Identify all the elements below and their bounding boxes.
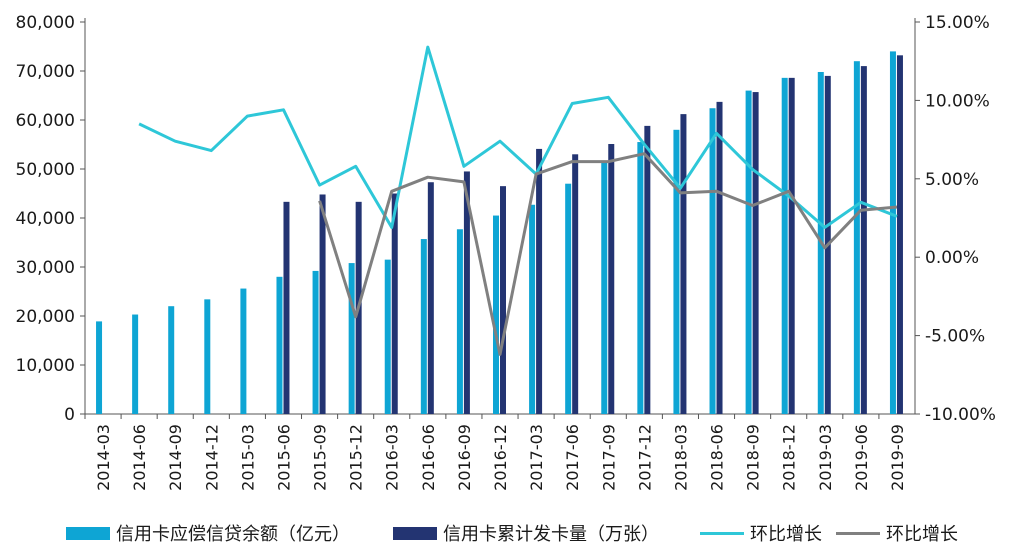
legend-item-balance: 信用卡应偿信贷余额（亿元）: [66, 518, 350, 548]
x-tick-label: 2017-06: [563, 424, 582, 491]
bar-cards: [752, 92, 759, 414]
right-tick-label: 5.00%: [925, 170, 979, 190]
bar-cards: [716, 101, 723, 415]
bar-balance: [745, 90, 752, 414]
left-tick-label: 80,000: [16, 13, 75, 33]
legend-line-growth-cyan: [700, 531, 744, 535]
bar-balance: [853, 61, 860, 414]
x-tick-label: 2019-06: [852, 424, 871, 491]
right-tick-label: 15.00%: [925, 13, 990, 33]
bar-cards: [608, 144, 615, 414]
bar-balance: [96, 321, 103, 414]
bar-cards: [283, 201, 290, 414]
x-tick-label: 2015-06: [274, 424, 293, 491]
legend-label-balance: 信用卡应偿信贷余额（亿元）: [116, 524, 350, 545]
bar-cards: [644, 125, 651, 414]
bar-balance: [565, 183, 572, 414]
left-tick-label: 50,000: [16, 160, 75, 180]
bar-balance: [168, 306, 175, 414]
x-tick-label: 2019-03: [816, 424, 835, 491]
legend-label-growth-gray: 环比增长: [886, 524, 958, 545]
chart-labels: 0 10,000 20,000 30,000 40,000 50,000 60,000 70,…: [16, 13, 996, 491]
chart-bars: [96, 51, 903, 415]
right-tick-label: 0.00%: [925, 248, 979, 268]
left-tick-label: 10,000: [16, 356, 75, 376]
x-tick-label: 2017-03: [527, 424, 546, 491]
x-tick-label: 2016-09: [455, 424, 474, 491]
bar-balance: [132, 314, 139, 414]
left-tick-label: 40,000: [16, 209, 75, 229]
x-tick-label: 2014-06: [130, 424, 149, 491]
bar-balance: [276, 276, 283, 414]
bar-balance: [384, 259, 391, 414]
chart-legend: 信用卡应偿信贷余额（亿元） 信用卡累计发卡量（万张） 环比增长 环比增长: [0, 518, 1021, 548]
x-tick-label: 2019-09: [888, 424, 907, 491]
bar-cards: [896, 55, 903, 414]
bar-balance: [709, 108, 716, 415]
bar-cards: [788, 77, 795, 415]
line-growth-cyan: [138, 45, 898, 229]
legend-swatch-cards: [393, 526, 437, 540]
left-tick-label: 30,000: [16, 258, 75, 278]
bar-balance: [493, 215, 499, 414]
legend-label-cards: 信用卡累计发卡量（万张）: [443, 524, 659, 545]
bar-cards: [860, 66, 867, 414]
bar-cards: [427, 182, 434, 414]
bar-balance: [889, 51, 896, 415]
legend-line-growth-gray: [836, 531, 880, 535]
left-tick-label: 0: [64, 405, 75, 425]
bar-balance: [637, 142, 644, 415]
x-tick-label: 2016-12: [491, 424, 510, 491]
x-tick-label: 2018-03: [671, 424, 690, 491]
bar-balance: [781, 77, 788, 415]
bar-balance: [529, 204, 536, 414]
bar-cards: [463, 171, 470, 414]
bar-balance: [456, 229, 463, 414]
legend-swatch-balance: [66, 526, 110, 540]
bar-balance: [673, 129, 680, 415]
x-tick-label: 2016-03: [383, 424, 402, 491]
bar-cards: [391, 193, 398, 414]
bar-balance: [348, 263, 355, 414]
bar-cards: [680, 114, 687, 415]
legend-item-cards: 信用卡累计发卡量（万张）: [393, 518, 659, 548]
bar-balance: [312, 270, 319, 414]
x-tick-label: 2018-12: [780, 424, 799, 491]
x-tick-label: 2015-12: [347, 424, 366, 491]
bar-cards: [319, 194, 326, 414]
right-tick-label: -10.00%: [925, 405, 996, 425]
bar-balance: [420, 239, 427, 414]
legend-label-growth-cyan: 环比增长: [750, 524, 822, 545]
right-tick-label: -5.00%: [925, 327, 985, 347]
x-tick-label: 2014-09: [166, 424, 185, 491]
bar-balance: [204, 299, 211, 414]
x-tick-label: 2015-09: [311, 424, 330, 491]
x-tick-label: 2017-09: [599, 424, 618, 491]
x-tick-label: 2014-12: [202, 424, 221, 491]
x-tick-label: 2015-03: [238, 424, 257, 491]
legend-item-growth-cyan: 环比增长: [700, 518, 822, 548]
bar-cards: [572, 154, 579, 415]
left-tick-label: 20,000: [16, 307, 75, 327]
left-tick-label: 70,000: [16, 62, 75, 82]
legend-item-growth-gray: 环比增长: [836, 518, 958, 548]
bar-cards: [500, 186, 506, 414]
bar-cards: [536, 148, 543, 414]
right-tick-label: 10.00%: [925, 91, 990, 111]
chart-lines: [138, 45, 898, 356]
left-tick-label: 60,000: [16, 111, 75, 131]
bar-balance: [240, 288, 247, 414]
x-tick-label: 2016-06: [419, 424, 438, 491]
x-tick-label: 2018-06: [708, 424, 727, 491]
x-tick-label: 2017-12: [635, 424, 654, 491]
x-tick-label: 2014-03: [94, 424, 113, 491]
bar-balance: [601, 161, 608, 414]
line-growth-gray: [318, 152, 898, 356]
x-tick-label: 2018-09: [744, 424, 763, 491]
